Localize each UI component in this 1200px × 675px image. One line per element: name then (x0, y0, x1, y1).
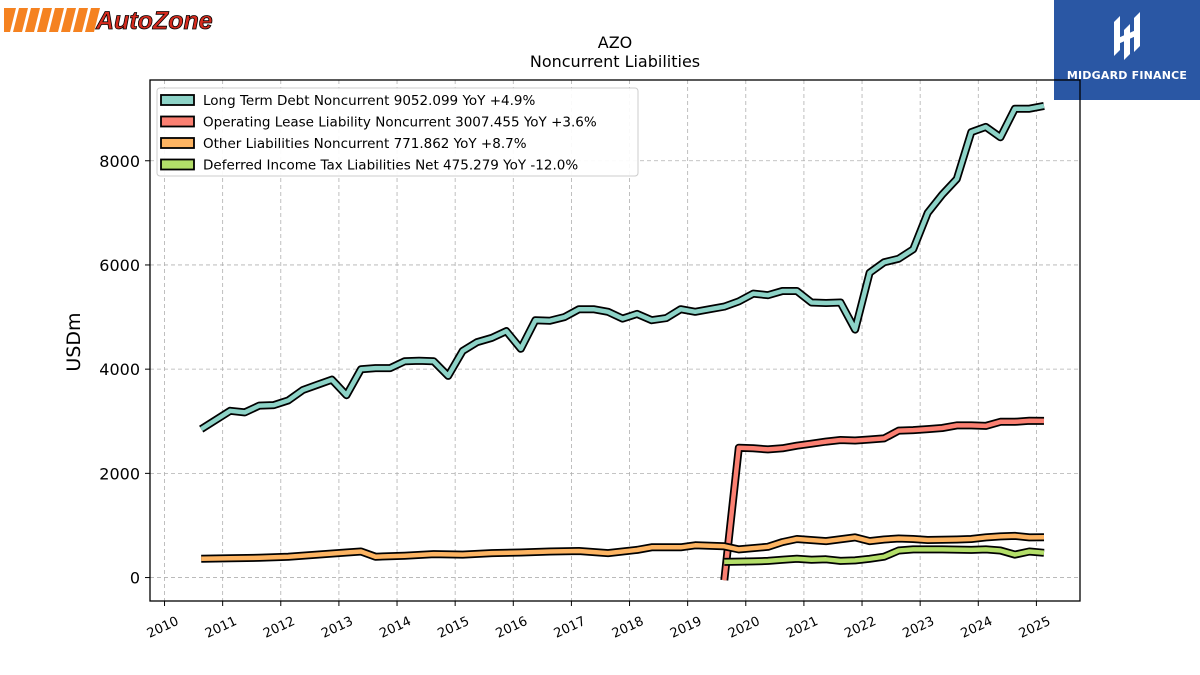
legend-label-3: Deferred Income Tax Liabilities Net 475.… (203, 158, 578, 174)
x-tick-label: 2013 (319, 614, 355, 642)
x-tick-label: 2016 (494, 614, 530, 642)
chart-title: AZO (597, 33, 633, 52)
legend-label-1: Operating Lease Liability Noncurrent 300… (203, 115, 597, 131)
x-tick-label: 2019 (668, 614, 704, 642)
series-line-3 (724, 547, 1045, 565)
legend-swatch-1 (160, 115, 195, 128)
x-tick-label: 2012 (261, 614, 297, 642)
x-axis: 2010 2011 2012 2013 2014 2015 2016 2017 2018 2019… (145, 601, 1053, 642)
legend-label-2: Other Liabilities Noncurrent 771.862 YoY… (203, 136, 527, 152)
y-tick-label: 8000 (99, 152, 140, 171)
legend-swatch-2 (160, 137, 195, 149)
x-tick-label: 2020 (726, 614, 762, 642)
legend-box (156, 87, 639, 177)
legend-swatch-3 (160, 158, 195, 171)
midgard-finance-wordmark: MIDGARD FINANCE (1066, 69, 1188, 82)
series-line-0 (199, 103, 1045, 432)
x-tick-label: 2021 (784, 614, 820, 642)
logo-stripes (4, 8, 100, 32)
legend-swatch-0 (160, 94, 195, 106)
x-tick-label: 2017 (552, 614, 588, 642)
x-tick-label: 2025 (1017, 614, 1053, 642)
x-tick-label: 2022 (842, 614, 878, 642)
plot-frame (149, 79, 1081, 602)
series-lines (199, 101, 1045, 581)
midgard-finance-logo: MIDGARD FINANCE (1054, 0, 1200, 100)
y-tick-label: 2000 (99, 464, 140, 483)
autozone-logo-text: AutoZone (95, 7, 213, 34)
x-tick-label: 2024 (959, 614, 995, 642)
autozone-logo: AutoZone (4, 7, 213, 34)
x-tick-label: 2023 (901, 614, 937, 642)
midgard-emblem-icon (1114, 12, 1140, 60)
series-line-2 (201, 533, 1045, 562)
x-tick-label: 2018 (610, 614, 646, 642)
y-tick-label: 0 (130, 569, 140, 588)
y-axis-label: USDm (63, 312, 85, 371)
x-tick-label: 2015 (436, 614, 472, 642)
y-tick-label: 4000 (99, 360, 140, 379)
series-line-1 (722, 418, 1045, 581)
chart-subtitle: Noncurrent Liabilities (529, 52, 701, 71)
x-tick-label: 2010 (145, 614, 181, 642)
y-axis: 0 2000 4000 6000 8000 (99, 152, 150, 588)
legend-label-0: Long Term Debt Noncurrent 9052.099 YoY +… (203, 93, 535, 109)
x-tick-label: 2011 (203, 614, 239, 642)
x-tick-label: 2014 (377, 614, 413, 642)
legend: Long Term Debt Noncurrent 9052.099 YoY +… (156, 87, 639, 177)
y-tick-label: 6000 (99, 256, 140, 275)
